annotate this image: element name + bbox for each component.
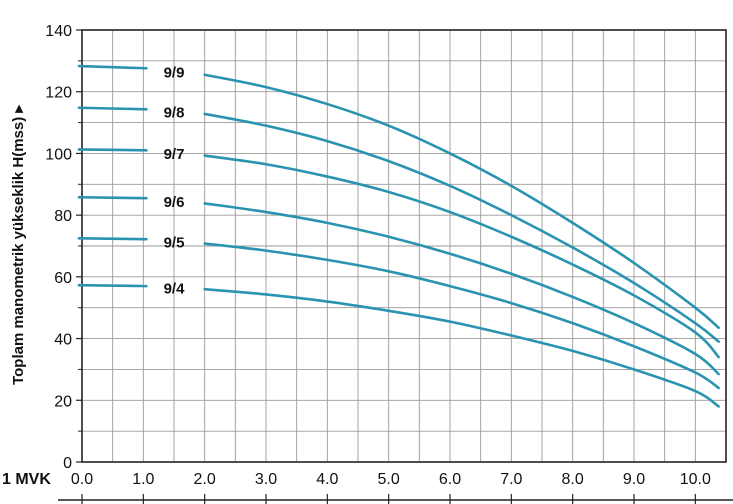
x-tick-label: 0.0 — [71, 471, 93, 488]
x-unit-label: 1 MVK — [2, 471, 51, 488]
series-label-9-4: 9/4 — [164, 281, 186, 298]
x-tick-label: 2.0 — [194, 471, 216, 488]
x-tick-label: 5.0 — [378, 471, 400, 488]
shutoff-segment-9-7 — [77, 148, 148, 152]
shutoff-segment-9-5 — [77, 236, 148, 241]
y-tick-label: 0 — [63, 455, 72, 472]
curve-9-9 — [203, 73, 720, 330]
shutoff-segment-9-9 — [77, 64, 148, 70]
y-tick-label: 60 — [54, 270, 72, 287]
y-axis-ticks: 0 20 40 60 80 100 120 140 — [45, 23, 82, 472]
y-tick-label: 120 — [45, 85, 72, 102]
series-label-9-8: 9/8 — [164, 105, 185, 122]
y-axis-label: Toplam manometrik yükseklik H(mss) ▸ — [10, 104, 27, 385]
bottom-scale-ticks — [81, 494, 696, 504]
series-label-9-6: 9/6 — [164, 194, 185, 211]
curves — [77, 64, 720, 408]
x-tick-label: 3.0 — [255, 471, 277, 488]
series-labels: 9/9 9/8 9/7 9/6 9/5 9/4 — [164, 65, 186, 298]
series-label-9-7: 9/7 — [164, 146, 185, 163]
series-label-9-5: 9/5 — [164, 234, 185, 251]
grid — [82, 30, 727, 462]
y-tick-label: 40 — [54, 332, 72, 349]
x-tick-label: 9.0 — [623, 471, 645, 488]
x-tick-label: 4.0 — [316, 471, 338, 488]
x-axis-ticks: 0.0 1.0 2.0 3.0 4.0 5.0 6.0 7.0 8.0 9.0 10.0 — [71, 471, 711, 488]
y-tick-label: 20 — [54, 393, 72, 410]
curve-9-4 — [203, 287, 720, 408]
curve-9-8 — [203, 112, 720, 343]
shutoff-segment-9-4 — [77, 283, 148, 288]
x-tick-label: 10.0 — [680, 471, 711, 488]
x-tick-label: 7.0 — [500, 471, 522, 488]
shutoff-segment-9-8 — [77, 106, 148, 111]
x-tick-label: 6.0 — [439, 471, 461, 488]
y-tick-label: 100 — [45, 146, 72, 163]
curve-9-5 — [203, 242, 720, 390]
curve-9-6 — [203, 202, 720, 376]
y-tick-label: 80 — [54, 208, 72, 225]
series-label-9-9: 9/9 — [164, 65, 185, 82]
shutoff-segment-9-6 — [77, 195, 148, 200]
x-tick-label: 1.0 — [132, 471, 154, 488]
curve-9-7 — [203, 154, 720, 359]
y-tick-label: 140 — [45, 23, 72, 40]
x-tick-label: 8.0 — [562, 471, 584, 488]
